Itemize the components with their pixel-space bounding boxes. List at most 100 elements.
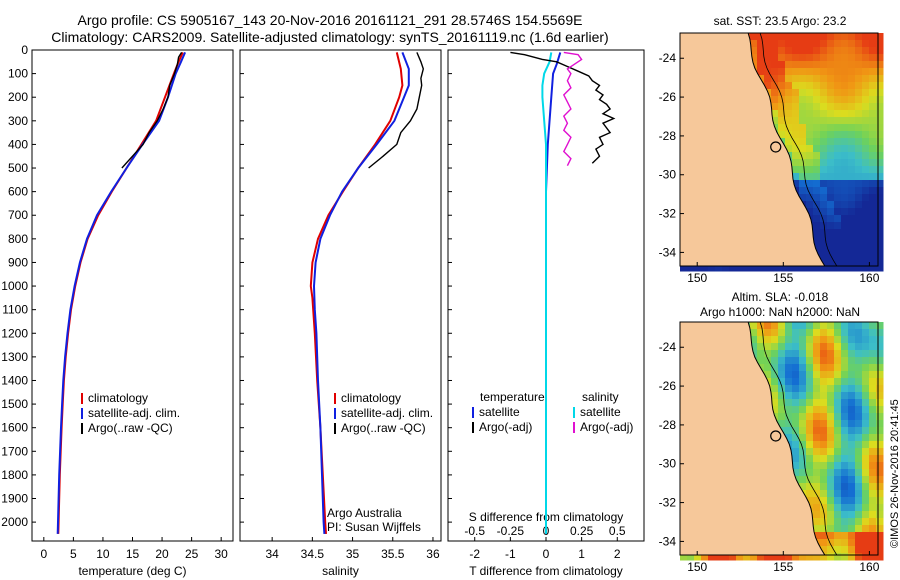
map-cell	[806, 166, 814, 174]
map-cell	[827, 553, 835, 561]
map-cell	[778, 322, 786, 330]
map-cell	[799, 476, 807, 484]
map-cell	[827, 159, 835, 167]
map-cell	[806, 371, 814, 379]
map-cell	[834, 117, 842, 125]
map-cell	[834, 371, 842, 379]
map-cell	[841, 54, 849, 62]
map-cell	[813, 229, 821, 237]
map-cell	[848, 47, 856, 55]
map-cell	[855, 483, 863, 491]
legend-label: Argo(..raw -QC)	[341, 421, 426, 435]
map-cell	[785, 110, 793, 118]
x-tick-label-top: -0.5	[464, 524, 485, 538]
map-cell	[855, 441, 863, 449]
map-cell	[841, 357, 849, 365]
map-cell	[855, 61, 863, 69]
map-cell	[848, 33, 856, 41]
map-cell	[848, 490, 856, 498]
map-cell	[813, 82, 821, 90]
map-cell	[848, 229, 856, 237]
map-cell	[792, 138, 800, 146]
map-cell	[841, 364, 849, 372]
y-tick-label: 900	[8, 255, 28, 269]
map-cell	[799, 68, 807, 76]
map-cell	[876, 208, 884, 216]
map-cell	[827, 539, 835, 547]
map-cell	[876, 33, 884, 41]
map-cell	[792, 448, 800, 456]
map-cell	[813, 145, 821, 153]
map-cell	[848, 434, 856, 442]
y-tick-label: 300	[8, 114, 28, 128]
map-cell	[771, 329, 779, 337]
map-cell	[862, 75, 870, 83]
map-cell	[855, 462, 863, 470]
map-cell	[813, 201, 821, 209]
map-y-tick-label: -32	[659, 207, 677, 221]
map-cell	[876, 427, 884, 435]
map-cell	[848, 329, 856, 337]
map-cell	[834, 441, 842, 449]
map-cell	[841, 511, 849, 519]
map-cell	[771, 110, 779, 118]
map-y-tick-label: -32	[659, 496, 677, 510]
map-cell	[848, 385, 856, 393]
map-cell	[799, 194, 807, 202]
map-cell	[834, 54, 842, 62]
map-cell	[876, 462, 884, 470]
map-cell	[785, 145, 793, 153]
map-cell	[792, 145, 800, 153]
map-cell	[834, 75, 842, 83]
map-cell	[827, 250, 835, 258]
map-cell	[869, 343, 877, 351]
map-cell	[813, 47, 821, 55]
map-cell	[764, 350, 772, 358]
map-cell	[862, 385, 870, 393]
map-cell	[848, 131, 856, 139]
map-cell	[757, 33, 765, 41]
map-cell	[834, 82, 842, 90]
map-cell	[785, 413, 793, 421]
map-cell	[764, 82, 772, 90]
map-cell	[862, 215, 870, 223]
map-cell	[764, 75, 772, 83]
map-y-tick-label: -28	[659, 418, 677, 432]
map-cell	[813, 40, 821, 48]
map-cell	[855, 152, 863, 160]
map-cell	[841, 82, 849, 90]
map-cell	[834, 40, 842, 48]
y-tick-label: 1100	[2, 303, 28, 317]
map-cell	[806, 455, 814, 463]
y-tick-label: 1700	[1, 444, 28, 458]
map-cell	[869, 215, 877, 223]
profile-panel-2: 34 34.5 35 35.5 36 salinity climatologysatelli…	[239, 49, 442, 578]
map-cell	[848, 257, 856, 265]
map-cell	[806, 357, 814, 365]
map-cell	[827, 399, 835, 407]
sst-map: -24 -26 -28 -30 -32 -34 150 155 160	[659, 32, 884, 285]
map-cell	[855, 47, 863, 55]
map-cell	[820, 378, 828, 386]
map-cell	[820, 539, 828, 547]
map-cell	[757, 61, 765, 69]
map-cell	[757, 40, 765, 48]
map-cell	[827, 427, 835, 435]
map-cell	[778, 61, 786, 69]
map-cell	[869, 483, 877, 491]
map-cell	[771, 371, 779, 379]
map-cell	[848, 364, 856, 372]
map-cell	[827, 82, 835, 90]
map-cell	[876, 215, 884, 223]
map-cell	[806, 131, 814, 139]
map-cell	[855, 110, 863, 118]
map-cell	[820, 329, 828, 337]
map-cell	[876, 497, 884, 505]
legend-label: satellite	[479, 405, 520, 419]
map-cell	[876, 187, 884, 195]
map-cell	[820, 427, 828, 435]
map-cell	[834, 532, 842, 540]
map-cell	[841, 89, 849, 97]
map-cell	[785, 434, 793, 442]
map-cell	[834, 392, 842, 400]
